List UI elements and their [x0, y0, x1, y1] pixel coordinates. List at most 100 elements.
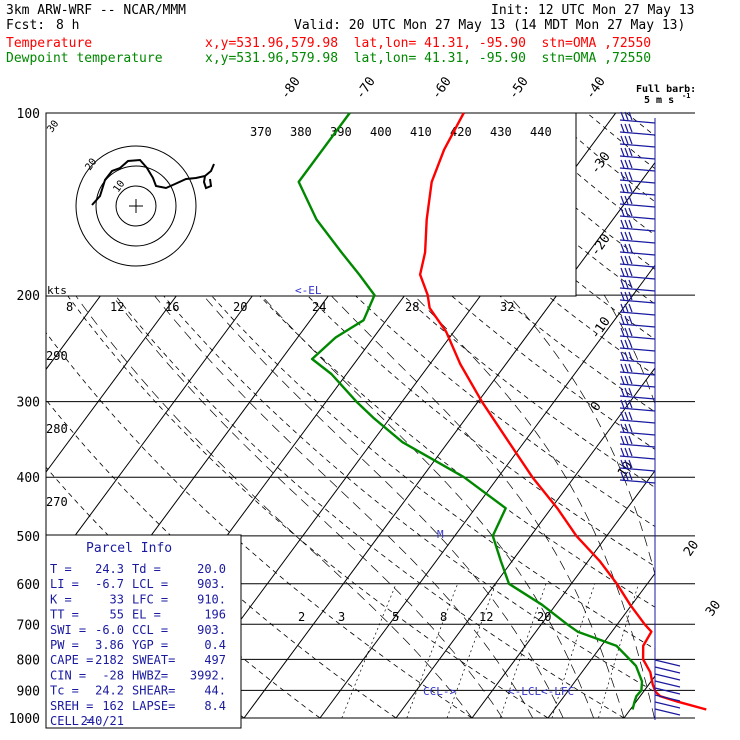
- theta-label: 410: [410, 125, 432, 139]
- wind-barb-low: [654, 666, 681, 674]
- pressure-label-600: 600: [17, 578, 40, 593]
- hodograph-box: [45, 112, 577, 297]
- wind-barb: [619, 123, 656, 136]
- parcel-cell: 0.4: [204, 638, 226, 652]
- wind-barb-low: [654, 687, 681, 695]
- parcel-cell: EL =: [132, 608, 161, 622]
- dry-adiabat-line: [626, 113, 655, 718]
- wind-barb: [619, 351, 656, 364]
- wind-barb: [619, 399, 656, 412]
- parcel-cell: 55: [110, 608, 124, 622]
- wind-barb-low: [654, 680, 681, 688]
- pressure-label-500: 500: [17, 530, 40, 545]
- parcel-info-title: Parcel Info: [86, 541, 172, 556]
- moist-adiabat-line: [413, 294, 655, 718]
- parcel-cell: TT =: [50, 608, 79, 622]
- wind-barb: [619, 375, 656, 388]
- theta-label: 440: [530, 125, 552, 139]
- hodograph-ring-2: [95, 165, 177, 247]
- isotherm-line: [319, 113, 655, 718]
- dry-adiabat-line: [547, 113, 655, 718]
- barb-legend-line2: 5 m s: [644, 95, 674, 106]
- wind-barb: [619, 231, 656, 244]
- parcel-cell: SWEAT=: [132, 653, 175, 667]
- moist-adiabat-line: [202, 294, 564, 718]
- kts-tick-20: 20: [233, 300, 247, 314]
- isotherm-line: [700, 113, 740, 718]
- parcel-cell: 162: [102, 699, 124, 713]
- ccl-marker: CCL->: [423, 685, 456, 698]
- theta-label: 370: [250, 125, 272, 139]
- dry-adiabat-line: [46, 113, 473, 718]
- init-time: Init: 12 UTC Mon 27 May 13: [491, 3, 695, 18]
- parcel-cell: CCL =: [132, 623, 168, 637]
- temperature-legend-info: x,y=531.96,579.98 lat,lon= 41.31, -95.90…: [205, 36, 652, 51]
- wind-barb: [619, 471, 656, 484]
- parcel-cell: CIN =: [50, 668, 86, 682]
- parcel-cell: 3.86: [95, 638, 124, 652]
- parcel-cell: SHEAR=: [132, 684, 175, 698]
- lcl-marker: <-LCL: [508, 685, 541, 698]
- wind-barb: [619, 255, 656, 268]
- theta-label: 380: [290, 125, 312, 139]
- wind-barb: [619, 135, 656, 148]
- theta-label: 430: [490, 125, 512, 139]
- dry-adiabat-line: [705, 113, 740, 718]
- wind-barb-low: [654, 701, 681, 709]
- mixing-ratio-label: 3: [338, 610, 345, 624]
- wind-barb: [619, 195, 656, 208]
- parcel-cell: 2182: [95, 653, 124, 667]
- parcel-cell: 903.: [197, 577, 226, 591]
- sounding-series: [297, 112, 707, 711]
- kts-tick-24: 24: [312, 300, 326, 314]
- kts-unit-label: kts: [47, 284, 67, 297]
- wind-barb: [619, 291, 656, 304]
- temperature-label: -70: [353, 74, 379, 102]
- parcel-cell: HWBZ=: [132, 668, 168, 682]
- kts-tick-16: 16: [165, 300, 179, 314]
- parcel-cell: T =: [50, 562, 72, 576]
- temperature-label: -60: [429, 74, 455, 102]
- parcel-cell: 24.2: [95, 684, 124, 698]
- parcel-cell: -6.7: [95, 577, 124, 591]
- dewpoint-profile: [297, 112, 644, 710]
- parcel-cell: YGP =: [132, 638, 168, 652]
- mixing-ratio-label: 12: [479, 610, 493, 624]
- parcel-cell: 24.3: [95, 562, 124, 576]
- wind-barb: [619, 315, 656, 328]
- parcel-cell: CAPE =: [50, 653, 93, 667]
- kts-tick-12: 12: [110, 300, 124, 314]
- parcel-cell: LFC =: [132, 592, 168, 606]
- hodograph-ring-3: [75, 145, 197, 267]
- parcel-cell: 240/21: [81, 714, 124, 728]
- parcel-info-panel: Parcel Info T = 24.3 Td = 20.0 LI = -6.7 LCL =…: [45, 534, 242, 729]
- wind-barb-low: [654, 708, 681, 716]
- wind-barb: [619, 435, 656, 448]
- kts-scale: 8 12 16 20 24 28 32 <-EL: [46, 284, 576, 314]
- dewpoint-legend-info: x,y=531.96,579.98 lat,lon= 41.31, -95.90…: [205, 51, 652, 66]
- model-title: 3km ARW-WRF -- NCAR/MMM: [6, 3, 187, 18]
- wind-barb: [619, 207, 656, 220]
- parcel-cell: LAPSE=: [132, 699, 175, 713]
- moist-adiabat-line: [508, 294, 655, 718]
- dry-adiabat-line: [666, 113, 740, 718]
- forecast-hour: 8 h: [56, 18, 80, 33]
- parcel-cell: PW =: [50, 638, 79, 652]
- wind-barb: [619, 363, 656, 376]
- pressure-label-800: 800: [17, 653, 40, 668]
- wind-barb: [619, 267, 656, 280]
- parcel-cell: Td =: [132, 562, 161, 576]
- parcel-cell: SWI =: [50, 623, 86, 637]
- barb-legend-line1: Full barb:: [636, 84, 696, 95]
- parcel-cell: 3992.: [190, 668, 226, 682]
- wind-barb: [619, 339, 656, 352]
- dry-adiabat-line: [153, 113, 655, 718]
- parcel-cell: LCL =: [132, 577, 168, 591]
- temperature-label: -10: [588, 314, 614, 342]
- pressure-label-200: 200: [17, 289, 40, 304]
- parcel-cell: 196: [204, 608, 226, 622]
- temperature-label: 20: [681, 538, 702, 559]
- wind-barb: [619, 327, 656, 340]
- theta-side-label: 290: [46, 349, 68, 363]
